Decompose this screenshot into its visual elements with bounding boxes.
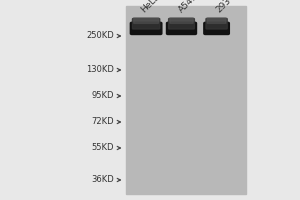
FancyBboxPatch shape (169, 18, 194, 29)
FancyBboxPatch shape (207, 18, 226, 23)
FancyBboxPatch shape (133, 18, 160, 29)
Text: 55KD: 55KD (92, 144, 114, 152)
Text: 72KD: 72KD (92, 117, 114, 127)
Text: HeLa: HeLa (140, 0, 162, 14)
FancyBboxPatch shape (206, 18, 227, 29)
FancyBboxPatch shape (167, 22, 197, 34)
Text: 293: 293 (214, 0, 233, 14)
Bar (126, 6, 246, 194)
Text: 130KD: 130KD (86, 66, 114, 74)
FancyBboxPatch shape (170, 18, 193, 23)
Text: 36KD: 36KD (91, 176, 114, 184)
Text: 250KD: 250KD (86, 31, 114, 40)
FancyBboxPatch shape (204, 22, 230, 34)
FancyBboxPatch shape (134, 18, 158, 23)
Text: A549: A549 (177, 0, 200, 14)
FancyBboxPatch shape (130, 22, 162, 34)
Text: 95KD: 95KD (92, 92, 114, 100)
